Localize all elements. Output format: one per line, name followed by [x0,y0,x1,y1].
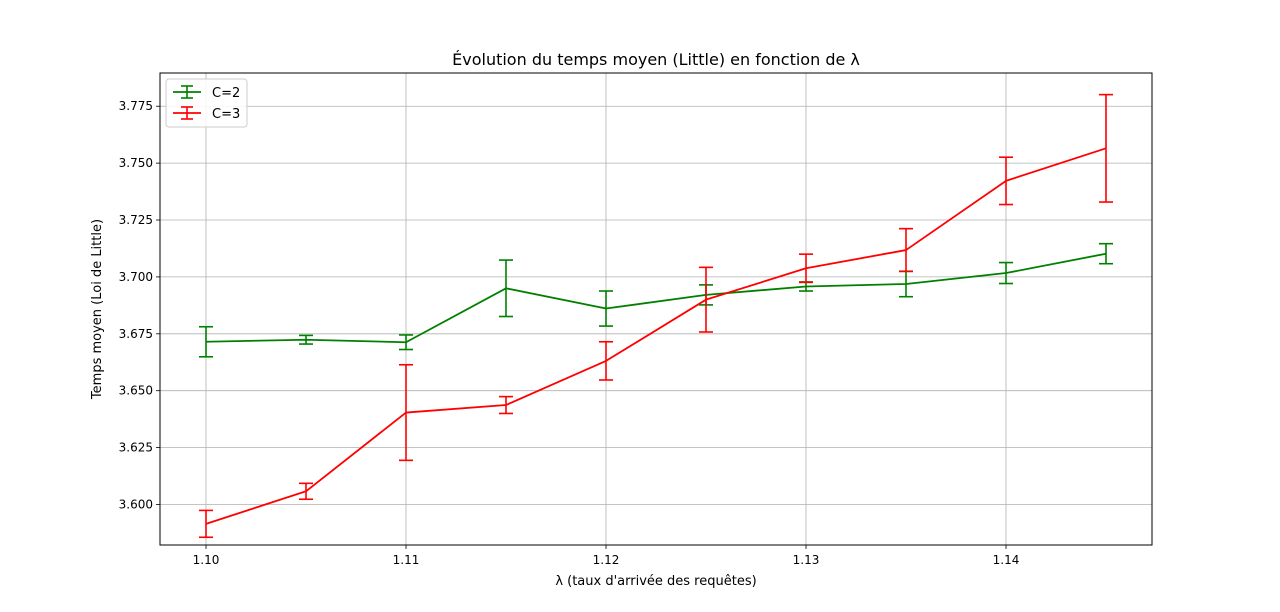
error-bar [1099,242,1113,265]
error-bar [399,334,413,351]
error-bar [299,482,313,501]
y-axis: 3.600 3.625 3.650 3.675 3.700 3.725 3.750 3.775 [119,99,160,511]
y-tick-label: 3.675 [119,327,153,341]
error-bar [899,227,913,273]
y-axis-label: Temps moyen (Loi de Little) [90,219,105,400]
error-bar [399,363,413,462]
x-axis: 1.10 1.11 1.12 1.13 1.14 [193,545,1020,567]
x-tick-label: 1.14 [993,553,1020,567]
series-1 [199,242,1113,358]
error-bar [199,509,213,539]
y-tick-label: 3.625 [119,441,153,455]
x-tick-label: 1.12 [593,553,620,567]
series-2 [199,93,1113,539]
plot-frame [159,72,1153,546]
error-bar [599,290,613,327]
y-tick-label: 3.775 [119,99,153,113]
y-tick-label: 3.700 [119,270,153,284]
error-bar [699,266,713,333]
error-bar [999,261,1013,285]
y-tick-label: 3.650 [119,384,153,398]
x-tick-label: 1.11 [393,553,420,567]
error-bar [599,340,613,381]
legend-label: C=2 [212,86,240,101]
y-tick-label: 3.750 [119,156,153,170]
y-tick-label: 3.725 [119,213,153,227]
error-bar [499,395,513,415]
error-bar [999,156,1013,206]
series-line [205,252,1107,344]
legend-entry-2: C=3 [173,106,240,122]
grid [160,73,1152,545]
x-axis-label: λ (taux d'arrivée des requêtes) [555,574,756,589]
series-line [205,147,1107,525]
error-bar [799,253,813,284]
plot-area [199,93,1113,539]
error-bar [1099,93,1113,203]
y-tick-label: 3.600 [119,497,153,511]
error-bar [299,334,313,345]
legend-entry-1: C=2 [173,85,240,101]
chart-title: Évolution du temps moyen (Little) en fon… [452,50,860,69]
error-bar [199,325,213,358]
legend: C=2C=3 [165,78,248,128]
x-tick-label: 1.13 [793,553,820,567]
error-bar [499,259,513,318]
legend-label: C=3 [212,107,240,122]
x-tick-label: 1.10 [193,553,220,567]
